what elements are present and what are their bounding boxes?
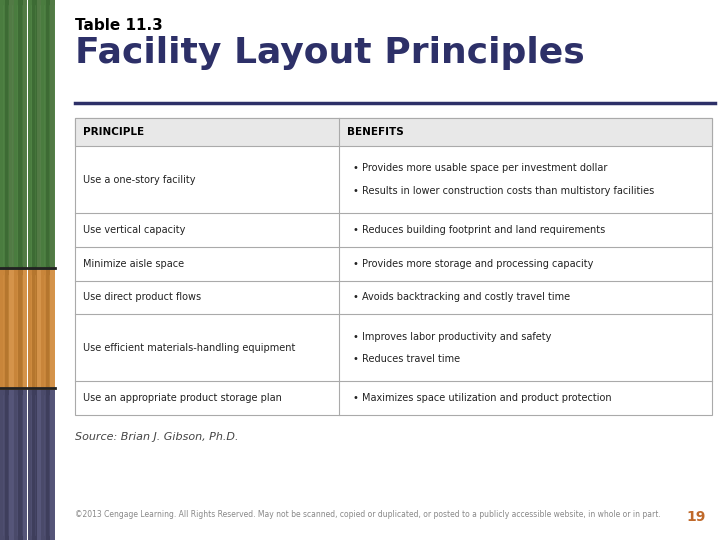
Bar <box>32 0 37 270</box>
Bar <box>75 118 712 415</box>
Text: Source: Brian J. Gibson, Ph.D.: Source: Brian J. Gibson, Ph.D. <box>75 432 238 442</box>
Bar <box>27 390 32 540</box>
Text: 19: 19 <box>687 510 706 524</box>
Bar <box>46 270 50 390</box>
Text: • Reduces building footprint and land requirements: • Reduces building footprint and land re… <box>354 225 606 235</box>
Text: PRINCIPLE: PRINCIPLE <box>83 127 144 137</box>
Bar <box>9 270 14 390</box>
Text: Facility Layout Principles: Facility Layout Principles <box>75 36 585 70</box>
Bar <box>14 270 18 390</box>
Text: • Improves labor productivity and safety: • Improves labor productivity and safety <box>354 332 552 341</box>
Bar <box>46 0 50 270</box>
Text: • Reduces travel time: • Reduces travel time <box>354 354 461 364</box>
Bar <box>23 390 27 540</box>
Text: Use a one-story facility: Use a one-story facility <box>83 174 196 185</box>
Bar <box>18 270 23 390</box>
Bar <box>50 390 55 540</box>
Bar <box>4 270 9 390</box>
Text: • Maximizes space utilization and product protection: • Maximizes space utilization and produc… <box>354 393 612 403</box>
Text: Use vertical capacity: Use vertical capacity <box>83 225 185 235</box>
Text: Table 11.3: Table 11.3 <box>75 18 163 33</box>
Bar <box>41 270 46 390</box>
Text: Use direct product flows: Use direct product flows <box>83 292 201 302</box>
Text: ©2013 Cengage Learning. All Rights Reserved. May not be scanned, copied or dupli: ©2013 Cengage Learning. All Rights Reser… <box>75 510 661 519</box>
Text: Use an appropriate product storage plan: Use an appropriate product storage plan <box>83 393 282 403</box>
Bar <box>18 0 23 270</box>
Bar <box>0 270 4 390</box>
Text: BENEFITS: BENEFITS <box>347 127 404 137</box>
Bar <box>14 390 18 540</box>
Text: • Provides more storage and processing capacity: • Provides more storage and processing c… <box>354 259 594 269</box>
Text: Use efficient materials-handling equipment: Use efficient materials-handling equipme… <box>83 343 295 353</box>
Bar <box>27 270 32 390</box>
Bar <box>37 390 41 540</box>
Bar <box>23 0 27 270</box>
Bar <box>0 390 4 540</box>
Bar <box>46 390 50 540</box>
Bar <box>50 0 55 270</box>
Bar <box>23 270 27 390</box>
Bar <box>27 0 32 270</box>
Bar <box>41 0 46 270</box>
Bar <box>32 270 37 390</box>
Bar <box>14 0 18 270</box>
Bar <box>9 390 14 540</box>
Bar <box>37 0 41 270</box>
Bar <box>75 118 712 146</box>
Bar <box>41 390 46 540</box>
Text: • Provides more usable space per investment dollar: • Provides more usable space per investm… <box>354 164 608 173</box>
Text: Minimize aisle space: Minimize aisle space <box>83 259 184 269</box>
Bar <box>9 0 14 270</box>
Bar <box>4 0 9 270</box>
Bar <box>50 270 55 390</box>
Bar <box>0 0 4 270</box>
Text: • Avoids backtracking and costly travel time: • Avoids backtracking and costly travel … <box>354 292 570 302</box>
Bar <box>4 390 9 540</box>
Bar <box>32 390 37 540</box>
Text: • Results in lower construction costs than multistory facilities: • Results in lower construction costs th… <box>354 186 654 196</box>
Bar <box>37 270 41 390</box>
Bar <box>18 390 23 540</box>
